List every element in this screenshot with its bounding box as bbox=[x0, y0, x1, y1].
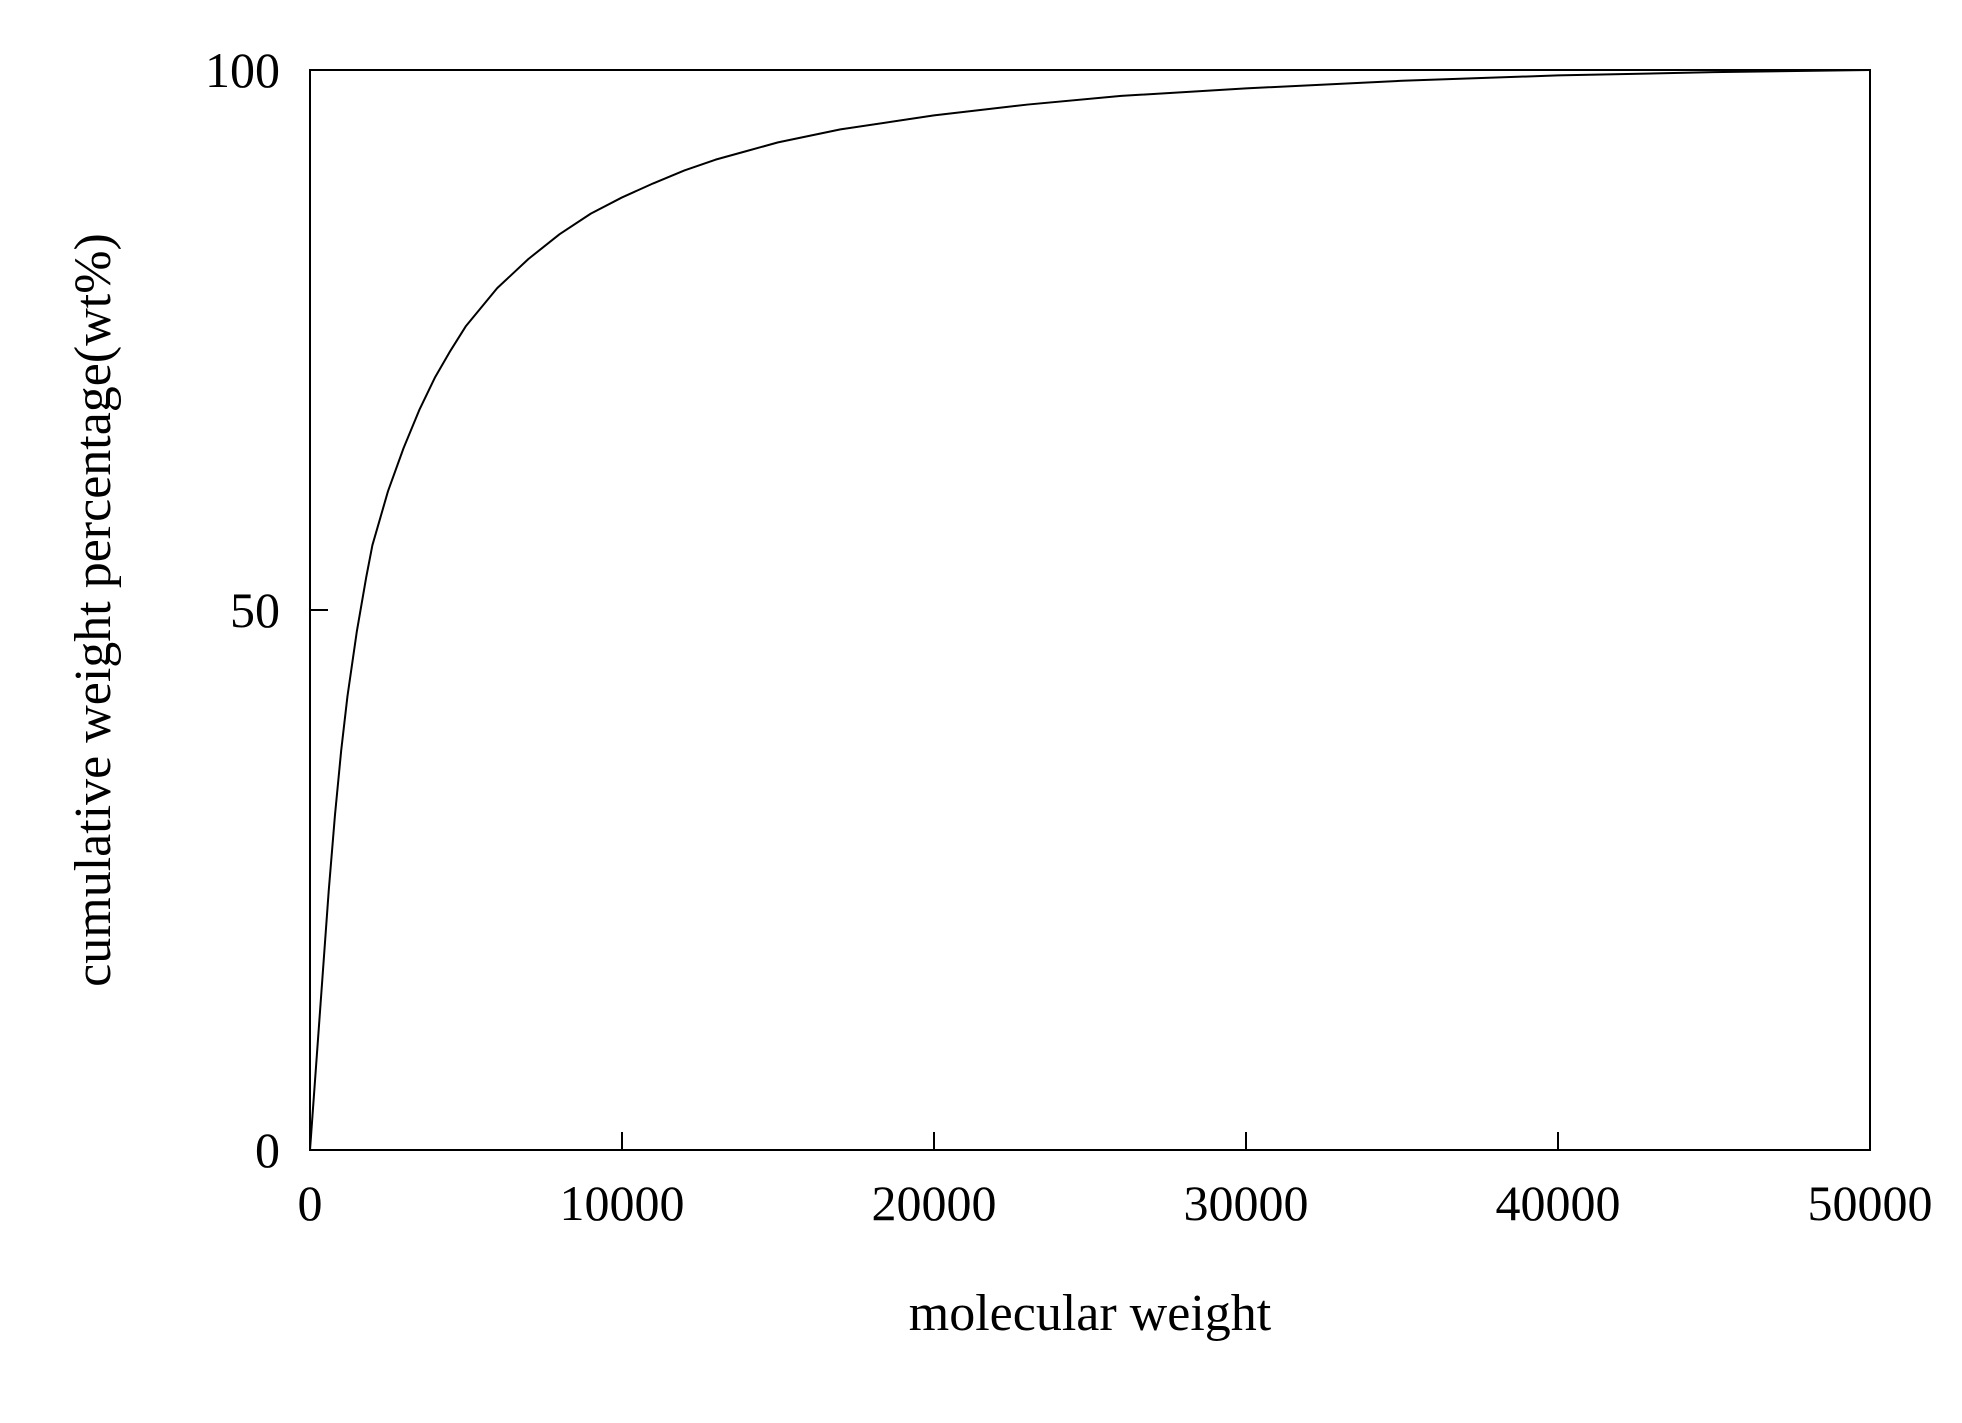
x-tick-label: 40000 bbox=[1496, 1175, 1621, 1231]
x-tick-label: 30000 bbox=[1184, 1175, 1309, 1231]
y-tick-label: 50 bbox=[230, 582, 280, 638]
x-axis-label: molecular weight bbox=[909, 1285, 1272, 1342]
x-tick-label: 20000 bbox=[872, 1175, 997, 1231]
x-tick-label: 0 bbox=[298, 1175, 323, 1231]
x-tick-label: 10000 bbox=[560, 1175, 685, 1231]
chart-container: 0 10000 20000 30000 40000 50000 0 50 100 molecula… bbox=[0, 0, 1962, 1423]
y-tick-label: 0 bbox=[255, 1122, 280, 1178]
y-axis-label: cumulative weight percentage(wt%) bbox=[65, 233, 122, 987]
x-tick-label: 50000 bbox=[1808, 1175, 1933, 1231]
chart-svg: 0 10000 20000 30000 40000 50000 0 50 100 molecula… bbox=[0, 0, 1962, 1423]
y-tick-label: 100 bbox=[205, 42, 280, 98]
